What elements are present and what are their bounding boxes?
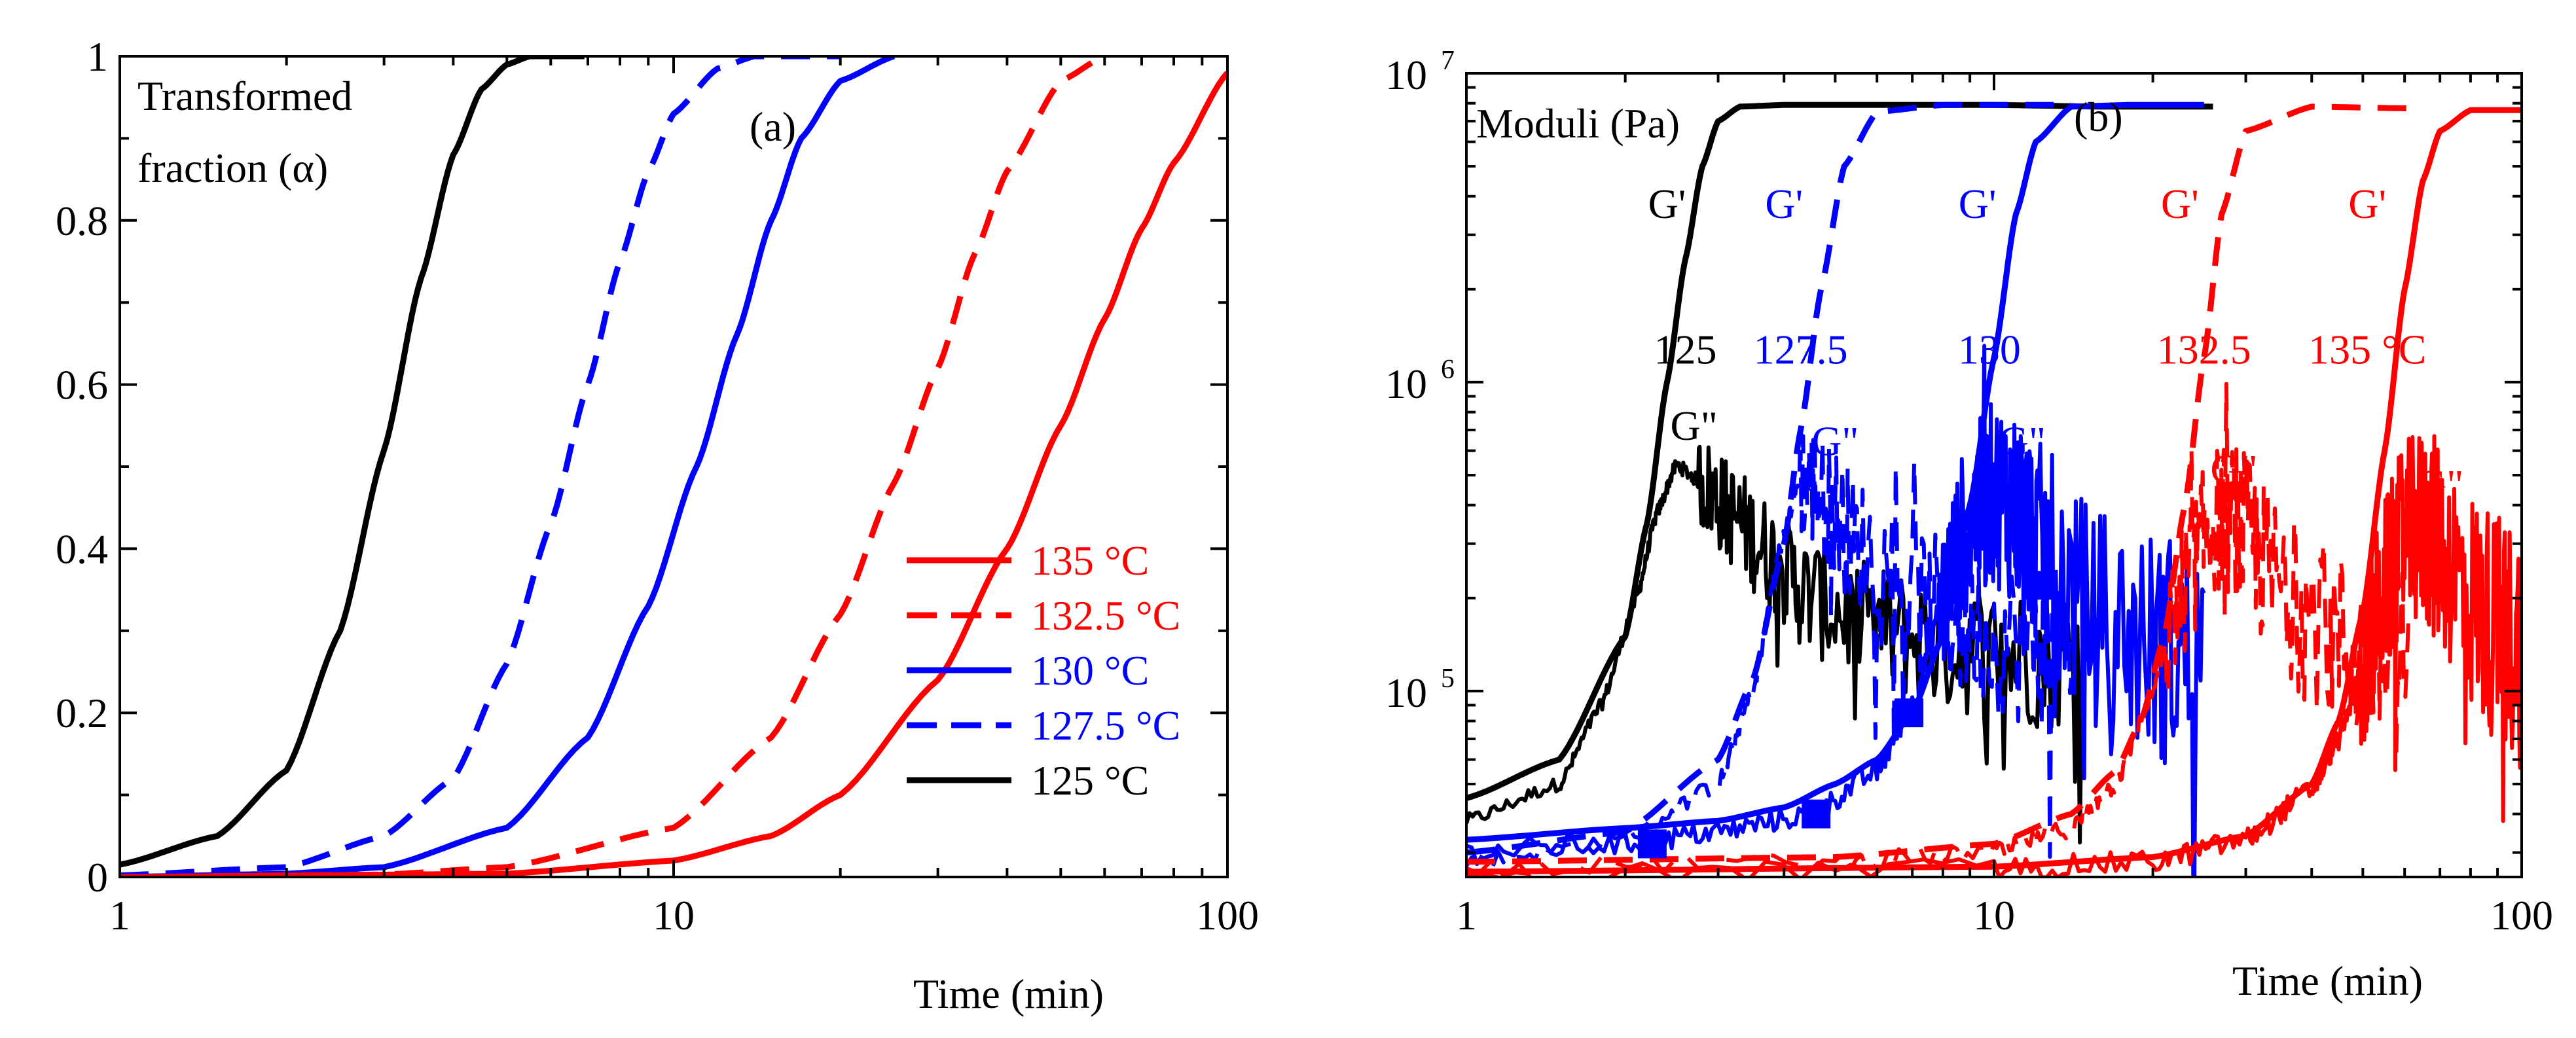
series-line-a-125-c bbox=[120, 56, 585, 868]
annotation-g: G" bbox=[1999, 418, 2046, 465]
legend-label-132-5-c: 132.5 °C bbox=[1031, 592, 1180, 639]
annotation-127-5: 127.5 bbox=[1754, 326, 1848, 372]
panel-b-ticks: 1 10 100 10 5 10 6 10 7 bbox=[1385, 46, 2553, 939]
series-line-a-135-c bbox=[120, 71, 1227, 877]
panel-a-ylabel-line2: fraction (α) bbox=[137, 145, 328, 191]
y-tick-label-b: 10 bbox=[1385, 52, 1427, 98]
series-line-a-130-c bbox=[120, 56, 896, 877]
panel-b-label: (b) bbox=[2074, 94, 2123, 140]
data-marker bbox=[1802, 799, 1831, 829]
series-line-b-g-127-5 bbox=[1466, 434, 2073, 869]
data-marker bbox=[1637, 829, 1667, 859]
panel-a-xlabel: Time (min) bbox=[913, 971, 1104, 1017]
annotation-132-5: 132.5 bbox=[2157, 326, 2251, 372]
x-tick-label-b: 10 bbox=[1973, 892, 2015, 939]
series-line-b-g-127-5 bbox=[1466, 101, 2071, 856]
panel-b-annotations: G' 125 G" G' 127.5 G" G' 130 G" G' 132.5 G" G' 135 °C… bbox=[1648, 181, 2464, 508]
y-tick-label-b: 10 bbox=[1385, 361, 1427, 407]
series-line-a-127-5-c bbox=[120, 56, 841, 877]
panel-a: 1 10 100 0 0.2 0.4 0.6 0.8 1 (a) Transformed fra… bbox=[56, 33, 1259, 1017]
y-tick-exponent-b: 6 bbox=[1441, 355, 1455, 385]
panel-a-legend: 135 °C 132.5 °C 130 °C 127.5 °C 125 °C bbox=[907, 537, 1180, 804]
annotation-g: G' bbox=[2348, 181, 2386, 227]
annotation-g: G' bbox=[1959, 181, 1997, 227]
panel-b-ylabel: Moduli (Pa) bbox=[1476, 100, 1680, 147]
y-tick-exponent-b: 5 bbox=[1441, 664, 1455, 694]
y-tick-label-a: 0.4 bbox=[56, 526, 108, 572]
x-tick-label-a: 10 bbox=[653, 892, 695, 939]
annotation-g: G' bbox=[1765, 181, 1803, 227]
annotation-g: G' bbox=[2161, 181, 2199, 227]
annotation-130: 130 bbox=[1958, 326, 2021, 372]
panel-b-series bbox=[1466, 101, 2522, 877]
panel-b-xlabel: Time (min) bbox=[2232, 957, 2423, 1004]
x-tick-label-a: 100 bbox=[1196, 892, 1259, 939]
series-line-b-g-135 bbox=[1466, 107, 2522, 875]
annotation-g: G" bbox=[1671, 403, 1718, 449]
x-tick-label-a: 1 bbox=[109, 892, 130, 939]
panel-a-ylabel-line1: Transformed bbox=[137, 73, 352, 119]
y-tick-label-a: 1 bbox=[87, 33, 108, 80]
annotation-135-c: 135 °C bbox=[2308, 326, 2426, 372]
y-tick-label-b: 10 bbox=[1385, 670, 1427, 716]
annotation-125: 125 bbox=[1654, 326, 1716, 372]
series-line-b-g-132-5 bbox=[1466, 382, 2410, 877]
panel-a-label: (a) bbox=[750, 103, 796, 150]
data-marker bbox=[1895, 698, 1924, 728]
y-tick-exponent-b: 7 bbox=[1441, 46, 1455, 76]
series-line-a-132-5-c bbox=[120, 56, 1106, 877]
y-tick-label-a: 0 bbox=[87, 854, 108, 901]
legend-label-135-c: 135 °C bbox=[1031, 537, 1149, 584]
y-tick-label-a: 0.2 bbox=[56, 690, 108, 736]
series-line-b-g-135 bbox=[1466, 434, 2522, 877]
y-tick-label-a: 0.6 bbox=[56, 362, 108, 408]
series-line-b-g-132-5 bbox=[1466, 103, 2409, 865]
series-line-b-g-130 bbox=[1466, 344, 2206, 877]
annotation-g: G" bbox=[1811, 418, 1859, 465]
x-tick-label-b: 1 bbox=[1456, 892, 1477, 939]
y-tick-label-a: 0.8 bbox=[56, 198, 108, 244]
legend-label-130-c: 130 °C bbox=[1031, 647, 1149, 694]
legend-label-125-c: 125 °C bbox=[1031, 757, 1149, 804]
annotation-g: G" bbox=[2210, 446, 2257, 493]
legend-label-127-5-c: 127.5 °C bbox=[1031, 702, 1180, 749]
data-marker bbox=[1968, 505, 1997, 534]
panel-a-ticks: 1 10 100 0 0.2 0.4 0.6 0.8 1 bbox=[56, 33, 1259, 939]
data-marker bbox=[2025, 571, 2054, 600]
x-tick-label-b: 100 bbox=[2490, 892, 2553, 939]
annotation-g: G' bbox=[1648, 181, 1686, 227]
annotation-g: G" bbox=[2416, 461, 2463, 508]
